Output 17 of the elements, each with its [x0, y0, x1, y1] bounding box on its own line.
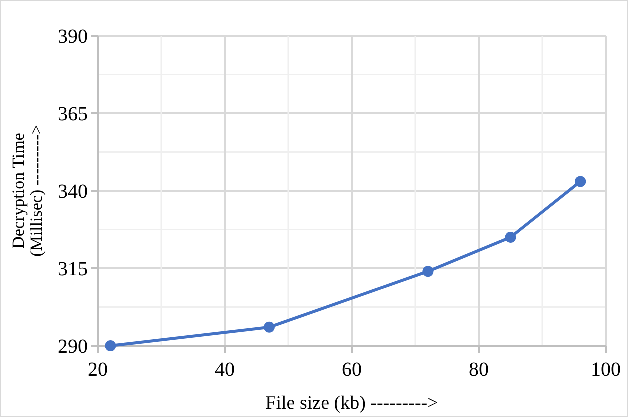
point [105, 340, 116, 352]
y-tick-label: 390 [58, 26, 88, 48]
x-tick-label: 100 [591, 359, 621, 381]
x-tick-label: 40 [215, 359, 235, 381]
y-tick-label: 290 [58, 336, 88, 358]
x-tick-label: 20 [88, 359, 108, 381]
point [505, 232, 516, 243]
point [575, 176, 586, 188]
x-tick-label: 60 [342, 359, 362, 381]
y-tick-label: 340 [58, 181, 88, 203]
y-axis-title: Decryption Time (Millisec) ---------> [9, 125, 46, 257]
point [422, 266, 434, 278]
y-tick-label: 315 [58, 258, 88, 280]
x-tick-label: 80 [469, 359, 489, 381]
x-axis-title: File size (kb) ---------> [266, 393, 438, 414]
y-tick-label: 365 [58, 104, 88, 126]
point [264, 322, 275, 333]
